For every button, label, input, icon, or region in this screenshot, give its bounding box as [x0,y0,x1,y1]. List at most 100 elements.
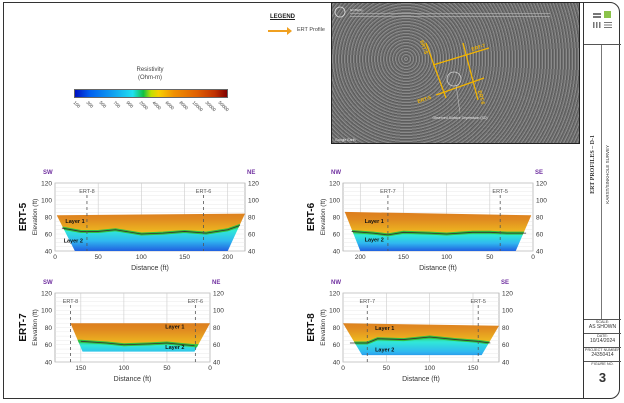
y-tick-label-right: 60 [248,231,256,238]
x-tick-label: 50 [486,254,494,261]
y-tick-label: 80 [333,214,341,221]
y-tick-label: 40 [333,359,341,366]
ert-sections: 0 50 100 150 200 40 40 60 60 80 80 100 100 120 120 ERT-… [18,170,547,383]
map-label-ert-7: ERT-7 [471,43,487,53]
x-axis-label: Distance (ft) [419,265,457,272]
x-tick-label: 150 [468,365,479,372]
figure-subtitle: KARST/SINKHOLE SURVEY [605,145,610,204]
layer-2-resistivity-fill [343,336,499,356]
y-tick-label-right: 80 [502,325,510,332]
y-tick-label: 120 [41,180,52,187]
y-tick-label: 120 [329,180,340,187]
crossing-label: ERT-7 [360,299,376,305]
layer-2-resistivity-fill [70,341,210,352]
legend-item-ert-profile: ERT Profile [297,27,325,33]
colorbar-title-text: Resistivity [136,67,164,73]
crossing-label: ERT-5 [492,189,508,195]
ert-6-line [462,42,479,101]
left-direction: NW [331,170,341,176]
y-tick-label-right: 60 [536,231,544,238]
figure-number-label: FIGURE NO. [591,362,614,366]
y-tick-label: 40 [333,248,341,255]
title-block: ERT PROFILES – D-1 KARST/SINKHOLE SURVEY… [583,2,621,399]
map-label-ert-6: ERT-6 [476,90,486,105]
y-tick-label: 80 [45,214,53,221]
x-tick-label: 50 [163,365,171,372]
y-tick-label: 80 [333,325,341,332]
layer-boundary-line [80,340,195,347]
ert-7-line [432,47,490,66]
crossing-label: ERT-7 [380,189,396,195]
section-title: ERT-6 [306,202,317,231]
y-tick-label-right: 60 [213,342,221,349]
layer-label: Layer 1 [375,326,394,332]
x-tick-label: 100 [424,365,435,372]
x-axis-label: Distance (ft) [114,376,152,383]
y-tick-label-right: 80 [213,325,221,332]
section-title: ERT-7 [18,313,29,342]
x-tick-label: 100 [441,254,452,261]
layer-1-resistivity-fill [344,211,532,235]
left-direction: SW [43,170,53,176]
figure-title: ERT PROFILES – D-1 [590,135,596,194]
y-tick-label-right: 60 [502,342,510,349]
y-tick-label-right: 100 [502,308,513,315]
x-tick-label: 0 [53,254,57,261]
y-tick-label: 100 [41,197,52,204]
x-tick-label: 50 [383,365,391,372]
x-tick-label: 0 [341,365,345,372]
y-tick-label-right: 120 [213,290,224,297]
y-tick-label-right: 80 [536,214,544,221]
y-tick-label-right: 100 [536,197,547,204]
map-notes-label: NOTE(S): [350,8,363,12]
right-direction: NE [212,280,220,286]
y-tick-label: 100 [329,308,340,315]
y-tick-label-right: 80 [248,214,256,221]
layer-boundary-line [351,231,527,236]
y-tick-label-right: 40 [248,248,256,255]
site-aerial-map: NOTE(S): ERT-8 ERT-7 ERT-6 ERT-5 Observe… [331,2,580,144]
section-ert-5: 0 50 100 150 200 40 40 60 60 80 80 100 100 120 120 ERT-… [18,170,259,272]
x-tick-label: 0 [531,254,535,261]
date-label: DATE: [597,334,608,338]
colorbar-unit: (Ohm-m) [138,75,162,81]
layer-2-resistivity-fill [344,231,532,251]
y-tick-label-right: 40 [502,359,510,366]
y-tick-label-right: 120 [248,180,259,187]
ert-profile-arrow-icon [268,27,292,35]
layer-label: Layer 2 [365,238,384,244]
layer-label: Layer 2 [64,239,83,245]
colorbar-title: Resistivity (Ohm-m) [120,66,180,82]
x-tick-label: 150 [179,254,190,261]
map-label-ert-8: ERT-8 [418,40,429,56]
layer-1-resistivity-fill [70,323,210,346]
date-value: 10/14/2024 [589,338,616,344]
map-overlay: NOTE(S): ERT-8 ERT-7 ERT-6 ERT-5 Observe… [334,6,550,142]
x-tick-label: 200 [222,254,233,261]
section-title: ERT-8 [306,313,317,342]
y-tick-label: 100 [41,308,52,315]
y-axis-label: Elevation (ft) [32,199,39,236]
layer-label: Layer 1 [65,219,84,225]
y-axis-label: Elevation (ft) [320,199,327,236]
section-ert-8: 0 50 100 150 40 40 60 60 80 80 100 100 120 120 ERT-7 ER… [306,280,513,383]
project-number-label: PROJECT NUMBER [584,348,621,352]
y-tick-label: 40 [45,248,53,255]
x-tick-label: 150 [398,254,409,261]
surface-depression-label: Observed Surface Depression (SD) [432,116,487,120]
figure-number: 3 [598,370,607,385]
layer-label: Layer 1 [165,324,184,330]
x-tick-label: 150 [75,365,86,372]
x-axis-label: Distance (ft) [402,376,440,383]
y-axis-label: Elevation (ft) [32,309,39,346]
north-arrow-icon [334,6,346,18]
y-tick-label: 120 [329,290,340,297]
x-tick-label: 100 [136,254,147,261]
right-direction: SE [501,280,509,286]
layer-label: Layer 1 [365,219,384,225]
y-tick-label: 100 [329,197,340,204]
y-tick-label: 60 [45,342,53,349]
y-tick-label-right: 40 [213,359,221,366]
